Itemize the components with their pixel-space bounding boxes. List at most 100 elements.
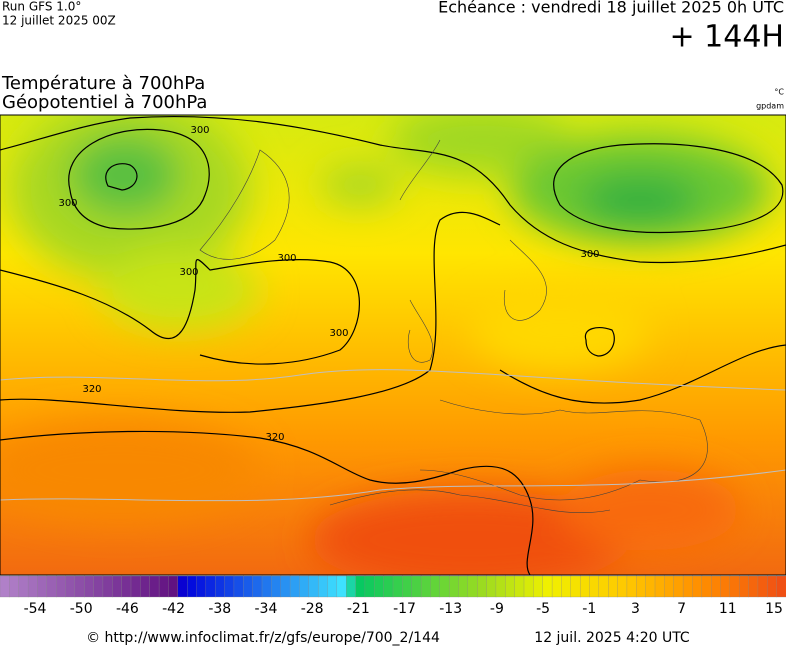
colorbar-swatch bbox=[542, 575, 553, 598]
colorbar-swatch bbox=[140, 575, 151, 598]
colorbar-swatch bbox=[589, 575, 600, 598]
colorbar-swatch bbox=[271, 575, 282, 598]
colorbar-swatch bbox=[364, 575, 375, 598]
colorbar-swatch bbox=[420, 575, 431, 598]
colorbar-swatch bbox=[0, 575, 10, 598]
colorbar-swatch bbox=[130, 575, 141, 598]
temperature-areas bbox=[0, 115, 770, 575]
colorbar-swatch bbox=[149, 575, 160, 598]
colorbar-label: -28 bbox=[301, 601, 324, 617]
contour-label: 300 bbox=[329, 328, 348, 339]
colorbar-label: 15 bbox=[765, 601, 783, 617]
colorbar-swatch bbox=[261, 575, 272, 598]
model: Run GFS 1.0° bbox=[2, 0, 81, 14]
colorbar-swatch bbox=[776, 575, 786, 598]
colorbar-swatch bbox=[608, 575, 619, 598]
colorbar-swatch bbox=[701, 575, 712, 598]
colorbar-swatch bbox=[598, 575, 609, 598]
timestamp: 12 juil. 2025 4:20 UTC bbox=[534, 630, 690, 646]
colorbar-label: 3 bbox=[631, 601, 640, 617]
colorbar-swatch bbox=[224, 575, 235, 598]
colorbar-swatch bbox=[402, 575, 413, 598]
colorbar-swatch bbox=[74, 575, 85, 598]
colorbar-label: -17 bbox=[393, 601, 416, 617]
colorbar-swatch bbox=[205, 575, 216, 598]
contour-label: 320 bbox=[265, 432, 284, 443]
colorbar-swatch bbox=[467, 575, 478, 598]
colorbar-swatch bbox=[682, 575, 693, 598]
colorbar-swatch bbox=[252, 575, 263, 598]
colorbar-label: 7 bbox=[677, 601, 686, 617]
colorbar-swatch bbox=[289, 575, 300, 598]
colorbar-label: -46 bbox=[116, 601, 139, 617]
colorbar-swatch bbox=[243, 575, 254, 598]
colorbar-label: -5 bbox=[536, 601, 550, 617]
colorbar-swatch bbox=[710, 575, 721, 598]
colorbar-swatch bbox=[346, 575, 357, 598]
colorbar-swatch bbox=[636, 575, 647, 598]
colorbar-swatch bbox=[196, 575, 207, 598]
colorbar-swatch bbox=[430, 575, 441, 598]
colorbar-swatch bbox=[477, 575, 488, 598]
colorbar bbox=[0, 575, 786, 598]
colorbar-label: -13 bbox=[439, 601, 462, 617]
colorbar-label: -42 bbox=[162, 601, 185, 617]
colorbar-swatch bbox=[168, 575, 179, 598]
colorbar-swatch bbox=[664, 575, 675, 598]
colorbar-swatch bbox=[458, 575, 469, 598]
colorbar-swatch bbox=[233, 575, 244, 598]
colorbar-swatch bbox=[523, 575, 534, 598]
colorbar-swatch bbox=[280, 575, 291, 598]
colorbar-swatch bbox=[336, 575, 347, 598]
colorbar-swatch bbox=[748, 575, 759, 598]
source: © http://www.infoclimat.fr/z/gfs/europe/… bbox=[86, 630, 440, 646]
colorbar-swatch bbox=[579, 575, 590, 598]
colorbar-swatch bbox=[102, 575, 113, 598]
colorbar-swatch bbox=[158, 575, 169, 598]
colorbar-swatch bbox=[439, 575, 450, 598]
colorbar-swatch bbox=[9, 575, 20, 598]
colorbar-swatch bbox=[308, 575, 319, 598]
contour-label: 300 bbox=[179, 267, 198, 278]
colorbar-swatch bbox=[486, 575, 497, 598]
colorbar-swatch bbox=[533, 575, 544, 598]
colorbar-swatch bbox=[514, 575, 525, 598]
colorbar-swatch bbox=[121, 575, 132, 598]
colorbar-swatch bbox=[317, 575, 328, 598]
contour-label: 300 bbox=[190, 125, 209, 136]
colorbar-label: -50 bbox=[70, 601, 93, 617]
colorbar-swatch bbox=[27, 575, 38, 598]
colorbar-swatch bbox=[374, 575, 385, 598]
contour-label: 300 bbox=[580, 249, 599, 260]
colorbar-swatch bbox=[448, 575, 459, 598]
colorbar-swatch bbox=[692, 575, 703, 598]
colorbar-label: -34 bbox=[255, 601, 278, 617]
colorbar-swatch bbox=[673, 575, 684, 598]
colorbar-swatch bbox=[645, 575, 656, 598]
unit: °C bbox=[774, 88, 784, 97]
colorbar-swatch bbox=[215, 575, 226, 598]
colorbar-swatch bbox=[18, 575, 29, 598]
colorbar-swatch bbox=[654, 575, 665, 598]
colorbar-swatch bbox=[720, 575, 731, 598]
colorbar-label: -38 bbox=[208, 601, 231, 617]
contour-label: 300 bbox=[277, 253, 296, 264]
title: Température à 700hPa bbox=[1, 73, 205, 94]
contour-labels: 300 300 300 300 300 300 320 320 bbox=[58, 125, 599, 443]
contour-label: 300 bbox=[58, 198, 77, 209]
unit: gpdam bbox=[756, 102, 784, 111]
colorbar-swatch bbox=[65, 575, 76, 598]
colorbar-label: -1 bbox=[582, 601, 596, 617]
colorbar-swatch bbox=[617, 575, 628, 598]
colorbar-labels: -54 -50 -46 -42 -38 -34 -28 -21 -17 -13 -9 -5 -1 3 7 11… bbox=[24, 601, 783, 617]
coastlines bbox=[199, 139, 708, 513]
colorbar-swatch bbox=[495, 575, 506, 598]
colorbar-swatch bbox=[84, 575, 95, 598]
colorbar-label: -9 bbox=[490, 601, 504, 617]
colorbar-swatch bbox=[570, 575, 581, 598]
colorbar-swatch bbox=[112, 575, 123, 598]
colorbar-swatch bbox=[37, 575, 48, 598]
colorbar-swatch bbox=[757, 575, 768, 598]
